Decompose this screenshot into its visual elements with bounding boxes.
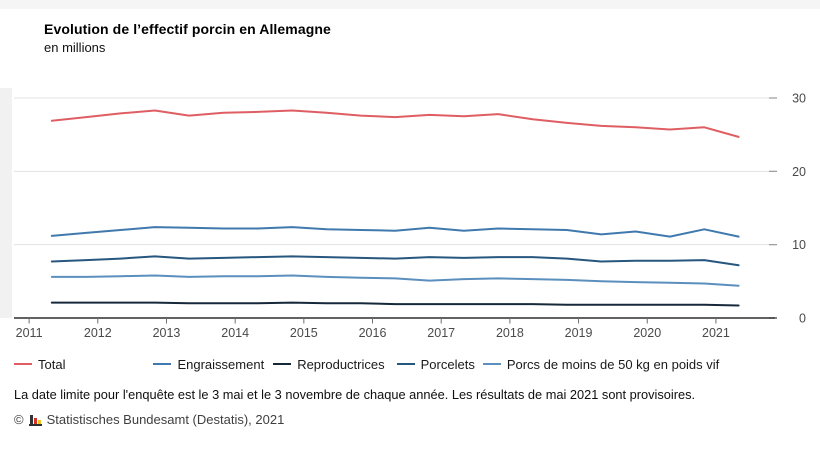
line-chart-canvas: 0 10 20 30 2011 2012 2013 2014 2015 2016 2017 2018 2… <box>14 92 806 340</box>
chart-line-engraissement <box>50 226 740 238</box>
legend-dash-total <box>14 362 32 366</box>
x-tick-label-2018: 2018 <box>496 326 524 340</box>
legend-item-porcs-de-moins-de-50-kg-en-poids-vif[interactable]: Porcs de moins de 50 kg en poids vif <box>482 356 720 372</box>
y-tick-label-20: 20 <box>792 165 806 179</box>
legend-item-reproductrices[interactable]: Reproductrices <box>273 356 385 372</box>
copyright-symbol: © <box>14 412 24 427</box>
legend-dash-engraissement <box>153 362 172 366</box>
x-tick-label-2015: 2015 <box>290 326 318 340</box>
chart-line-porcs-de-moins-de-50-kg-en-poids-vif <box>50 274 740 287</box>
x-tick-label-2021: 2021 <box>702 326 730 340</box>
chart-legend: Total Engraissement Reproductrices Porcelet… <box>14 356 719 372</box>
y-tick-label-30: 30 <box>792 92 806 106</box>
chart-line-porcelets <box>50 255 740 267</box>
footnote-text: La date limite pour l'enquête est le 3 m… <box>14 387 696 402</box>
plot-left-margin <box>0 88 12 318</box>
legend-item-total[interactable]: Total <box>14 357 65 372</box>
x-tick-label-2011: 2011 <box>16 326 43 340</box>
x-tick-label-2016: 2016 <box>359 326 387 340</box>
chart-header: Evolution de l’effectif porcin en Allema… <box>44 20 331 57</box>
legend-label: Porcs de moins de 50 kg en poids vif <box>506 356 720 372</box>
source-text: Statistisches Bundesamt (Destatis), 2021 <box>46 412 285 427</box>
x-tick-label-2020: 2020 <box>633 326 661 340</box>
legend-dash-porcs-de-moins-de-50-kg-en-poids-vif <box>482 362 501 366</box>
chart-subtitle: en millions <box>44 40 106 55</box>
legend-label: Porcelets <box>420 356 475 372</box>
page-title: Evolution de l’effectif porcin en Allema… <box>44 21 331 37</box>
y-tick-label-0: 0 <box>799 312 806 326</box>
destatis-bars-icon <box>28 413 42 426</box>
x-tick-label-2013: 2013 <box>153 326 181 340</box>
x-tick-label-2012: 2012 <box>84 326 112 340</box>
page-top-margin <box>0 0 820 9</box>
chart-line-total <box>50 109 740 138</box>
chart-line-reproductrices <box>50 301 740 307</box>
y-tick-label-10: 10 <box>792 238 806 252</box>
legend-item-porcelets[interactable]: Porcelets <box>396 356 475 372</box>
x-tick-label-2017: 2017 <box>427 326 455 340</box>
legend-label: Reproductrices <box>297 356 385 372</box>
x-tick-label-2019: 2019 <box>565 326 593 340</box>
legend-label: Engraissement <box>177 356 265 372</box>
x-tick-label-2014: 2014 <box>221 326 249 340</box>
legend-item-engraissement[interactable]: Engraissement <box>153 357 264 372</box>
legend-dash-reproductrices <box>273 362 292 366</box>
legend-label: Total <box>38 356 66 372</box>
source-line: © Statistisches Bundesamt (Destatis), 20… <box>14 412 284 427</box>
legend-dash-porcelets <box>396 362 415 366</box>
